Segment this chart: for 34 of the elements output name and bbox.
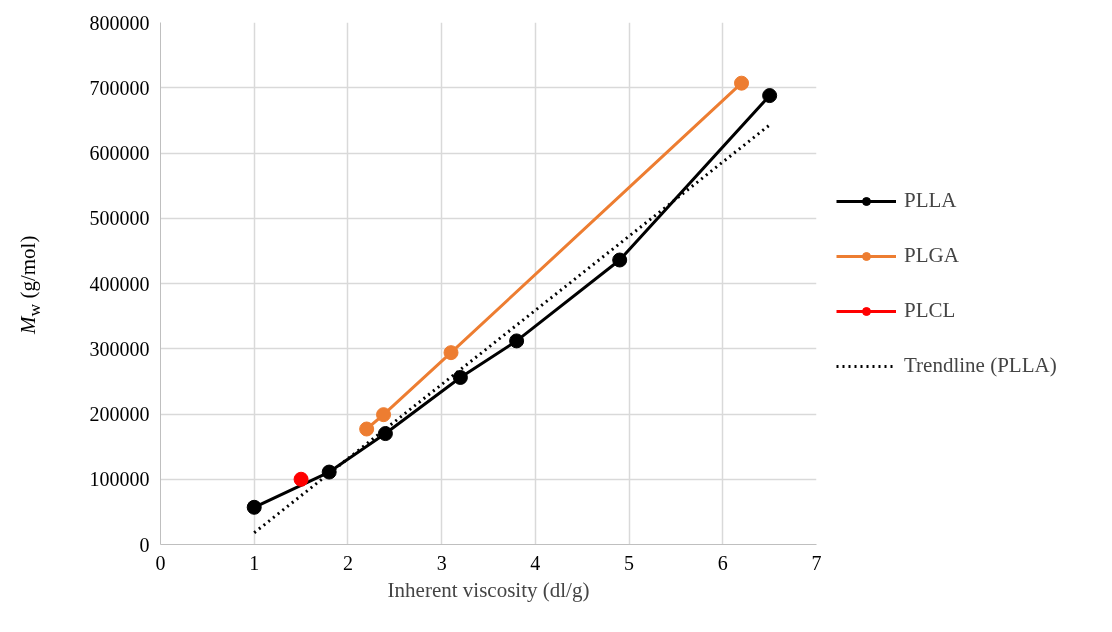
x-axis-title: Inherent viscosity (dl/g) xyxy=(387,577,590,602)
x-tick-label: 6 xyxy=(717,551,728,574)
legend-label: Trendline (PLLA) xyxy=(904,353,1057,378)
legend-label: PLGA xyxy=(904,243,959,268)
y-tick-label: 100000 xyxy=(89,468,150,491)
point xyxy=(734,75,750,91)
point xyxy=(321,464,337,480)
x-tick-label: 1 xyxy=(249,551,260,574)
x-tick-label: 7 xyxy=(811,551,822,574)
y-tick-label: 500000 xyxy=(89,207,150,230)
y-tick-label: 200000 xyxy=(89,403,150,425)
legend-label: PLLA xyxy=(904,188,957,213)
point xyxy=(376,407,392,423)
y-tick-label: 300000 xyxy=(89,337,150,360)
x-tick-label: 4 xyxy=(530,551,541,574)
point xyxy=(293,471,309,487)
point xyxy=(509,333,525,349)
y-tick-label: 600000 xyxy=(89,142,150,164)
y-tick-label: 700000 xyxy=(89,76,150,99)
x-tick-label: 0 xyxy=(155,551,166,574)
point xyxy=(246,499,262,515)
point xyxy=(612,252,628,268)
y-tick-label: 800000 xyxy=(89,11,150,34)
point xyxy=(762,88,778,104)
y-tick-label: 400000 xyxy=(89,272,150,295)
y-tick-label: 0 xyxy=(139,533,150,556)
point xyxy=(377,426,393,442)
point xyxy=(452,369,468,385)
x-tick-label: 5 xyxy=(624,551,635,574)
point xyxy=(443,345,459,361)
x-tick-label: 3 xyxy=(436,551,447,574)
x-tick-label: 2 xyxy=(342,551,353,574)
point xyxy=(359,421,375,437)
legend-label: PLCL xyxy=(904,298,956,323)
